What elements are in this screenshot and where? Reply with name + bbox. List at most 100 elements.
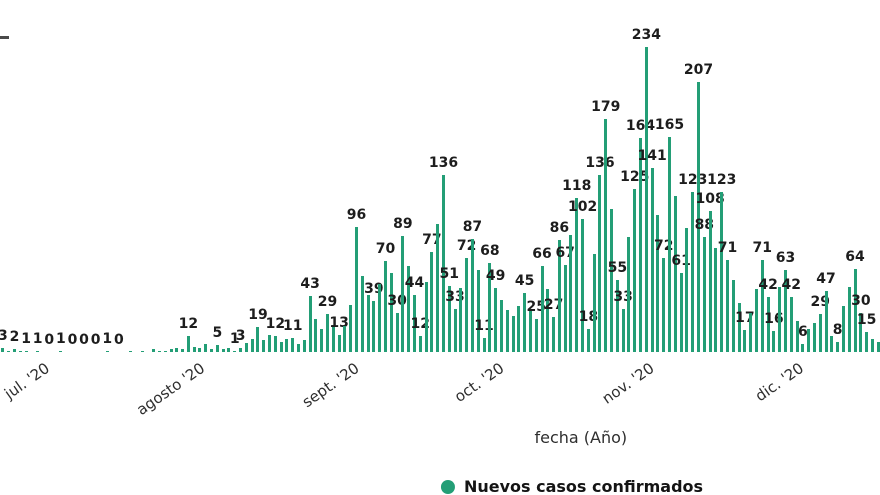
bar[interactable] [575, 198, 579, 352]
bar[interactable] [586, 329, 590, 352]
bar[interactable] [494, 288, 498, 352]
bar[interactable] [865, 332, 869, 352]
bar[interactable] [569, 235, 573, 352]
bar[interactable] [482, 338, 486, 352]
bar[interactable] [7, 351, 11, 352]
bar[interactable] [326, 314, 330, 352]
bar[interactable] [818, 314, 822, 352]
bar[interactable] [517, 306, 521, 352]
bar[interactable] [465, 258, 469, 352]
bar[interactable] [476, 270, 480, 352]
bar[interactable] [807, 329, 811, 352]
bar[interactable] [847, 287, 851, 352]
bar[interactable] [349, 305, 353, 352]
bar[interactable] [697, 82, 701, 352]
bar[interactable] [720, 192, 724, 352]
bar[interactable] [592, 254, 596, 352]
bar[interactable] [302, 340, 306, 352]
bar[interactable] [876, 342, 880, 352]
bar[interactable] [679, 273, 683, 352]
bar[interactable] [268, 335, 272, 352]
bar[interactable] [279, 342, 283, 352]
bar[interactable] [778, 287, 782, 352]
bar[interactable] [523, 293, 527, 352]
bar[interactable] [789, 297, 793, 352]
bar[interactable] [621, 309, 625, 352]
bar[interactable] [436, 224, 440, 352]
bar[interactable] [343, 326, 347, 352]
bar[interactable] [702, 237, 706, 352]
bar[interactable] [262, 340, 266, 352]
bar[interactable] [812, 323, 816, 352]
bar[interactable] [754, 289, 758, 352]
bar[interactable] [783, 270, 787, 352]
bar[interactable] [250, 339, 254, 352]
bar[interactable] [256, 327, 260, 352]
bar[interactable] [12, 349, 16, 352]
bar[interactable] [534, 319, 538, 352]
bar[interactable] [297, 344, 301, 352]
bar[interactable] [563, 265, 567, 352]
bar[interactable] [198, 348, 202, 352]
bar[interactable] [453, 309, 457, 352]
bar[interactable] [215, 345, 219, 352]
bar[interactable] [830, 336, 834, 352]
bar[interactable] [308, 296, 312, 352]
bar[interactable] [314, 319, 318, 352]
bar[interactable] [320, 329, 324, 352]
bar[interactable] [355, 227, 358, 352]
bar[interactable] [430, 252, 434, 352]
bar[interactable] [285, 339, 289, 352]
bar[interactable] [140, 351, 144, 352]
bar[interactable] [204, 344, 208, 352]
bar[interactable] [227, 348, 231, 352]
bar[interactable] [401, 236, 405, 352]
bar[interactable] [731, 280, 735, 352]
bar[interactable] [412, 295, 416, 352]
bar[interactable] [656, 215, 660, 352]
bar[interactable] [644, 47, 648, 352]
bar[interactable] [447, 286, 451, 352]
bar[interactable] [870, 339, 874, 352]
bar[interactable] [511, 316, 515, 352]
bar[interactable] [760, 260, 764, 352]
bar[interactable] [650, 168, 654, 352]
bar[interactable] [708, 211, 712, 352]
bar[interactable] [615, 280, 619, 352]
bar[interactable] [239, 348, 243, 352]
bar[interactable] [424, 282, 428, 352]
bar[interactable] [743, 330, 747, 352]
bar[interactable] [152, 349, 156, 352]
bar[interactable] [766, 297, 770, 352]
bar[interactable] [540, 266, 544, 352]
bar[interactable] [633, 189, 637, 352]
bar[interactable] [157, 351, 161, 352]
bar[interactable] [395, 313, 399, 352]
bar[interactable] [627, 237, 631, 352]
bar[interactable] [210, 349, 214, 352]
bar[interactable] [169, 349, 173, 352]
bar[interactable] [418, 336, 422, 352]
bar[interactable] [128, 351, 132, 352]
bar[interactable] [192, 347, 196, 352]
bar[interactable] [459, 288, 463, 352]
bar[interactable] [1, 348, 5, 352]
bar[interactable] [407, 266, 411, 352]
bar[interactable] [505, 310, 509, 352]
bar[interactable] [24, 351, 28, 352]
bar[interactable] [795, 321, 799, 352]
bar[interactable] [366, 295, 370, 352]
bar[interactable] [291, 338, 295, 352]
bar[interactable] [360, 276, 364, 352]
bar[interactable] [372, 301, 376, 352]
bar[interactable] [175, 348, 179, 352]
bar[interactable] [441, 175, 445, 352]
bar[interactable] [499, 300, 503, 352]
bar[interactable] [859, 313, 863, 352]
bar[interactable] [557, 240, 561, 352]
bar[interactable] [488, 263, 492, 352]
bar[interactable] [610, 209, 614, 352]
bar[interactable] [163, 351, 167, 352]
bar[interactable] [685, 228, 689, 352]
bar[interactable] [801, 344, 805, 352]
